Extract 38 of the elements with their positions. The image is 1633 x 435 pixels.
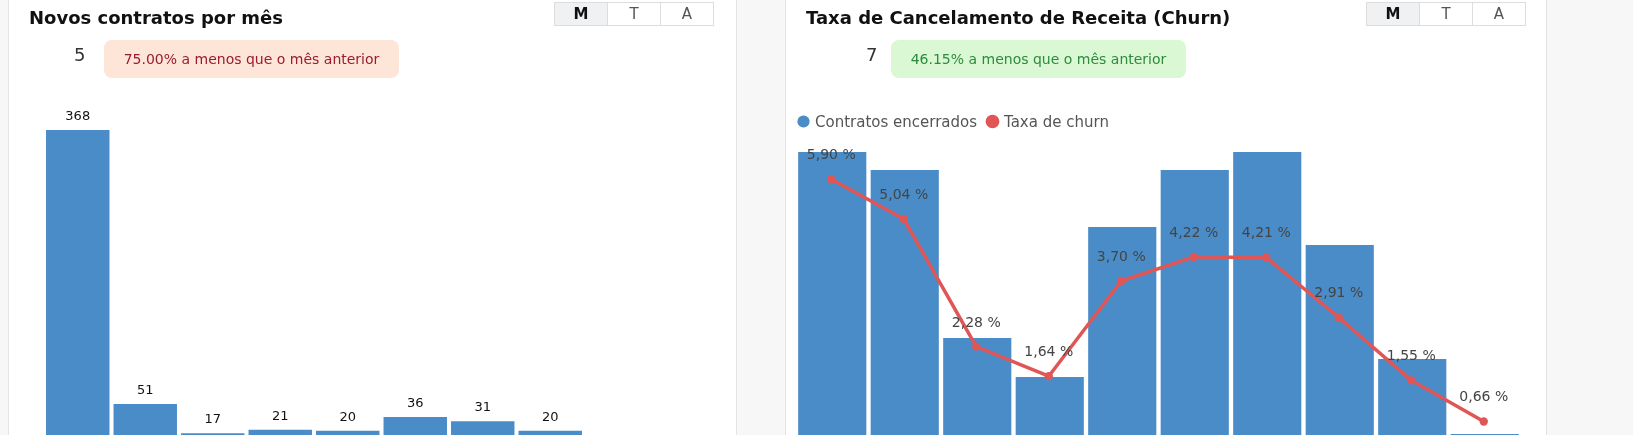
text: M [555, 3, 607, 25]
data-label: 31 [474, 399, 492, 415]
data-label: 4,22 % [1169, 223, 1219, 240]
chart-title: Taxa de Cancelamento de Receita (Churn) [806, 7, 1231, 28]
data-label: 4,21 % [1241, 224, 1291, 241]
point [827, 175, 836, 184]
data-label: 3,70 % [1096, 247, 1146, 264]
point [1189, 252, 1198, 262]
data-label: 21 [271, 407, 289, 423]
data-label: 36 [406, 394, 424, 410]
data-label: 2,91 % [1314, 284, 1364, 301]
chart-title: Novos contratos por mês [29, 7, 284, 28]
text: T [1419, 3, 1472, 25]
text: M [1367, 3, 1419, 25]
point [972, 342, 981, 351]
point [1407, 376, 1416, 385]
text: A [1472, 3, 1525, 25]
data-label: 20 [339, 408, 357, 424]
data-label: 20 [541, 408, 559, 424]
point [1262, 253, 1271, 262]
data-label: 51 [136, 381, 154, 397]
text: 7 [866, 44, 878, 65]
text: A [660, 3, 713, 25]
data-label: 0,66 % [1459, 388, 1509, 405]
data-label: 368 [65, 108, 91, 123]
text: 75.00% a menos que o mês anterior [104, 40, 399, 78]
data-label: 17 [204, 411, 222, 427]
point [1117, 276, 1126, 286]
text: 46.15% a menos que o mês anterior [891, 40, 1186, 78]
point [1044, 372, 1053, 381]
legend-label: Taxa de churn [1003, 112, 1109, 131]
text: T [607, 3, 660, 25]
point [1334, 313, 1343, 322]
text: 5 [74, 44, 86, 65]
point [899, 214, 908, 224]
legend-label: Contratos encerrados [815, 112, 978, 131]
data-label: 5,04 % [879, 186, 929, 203]
point [1479, 417, 1488, 426]
